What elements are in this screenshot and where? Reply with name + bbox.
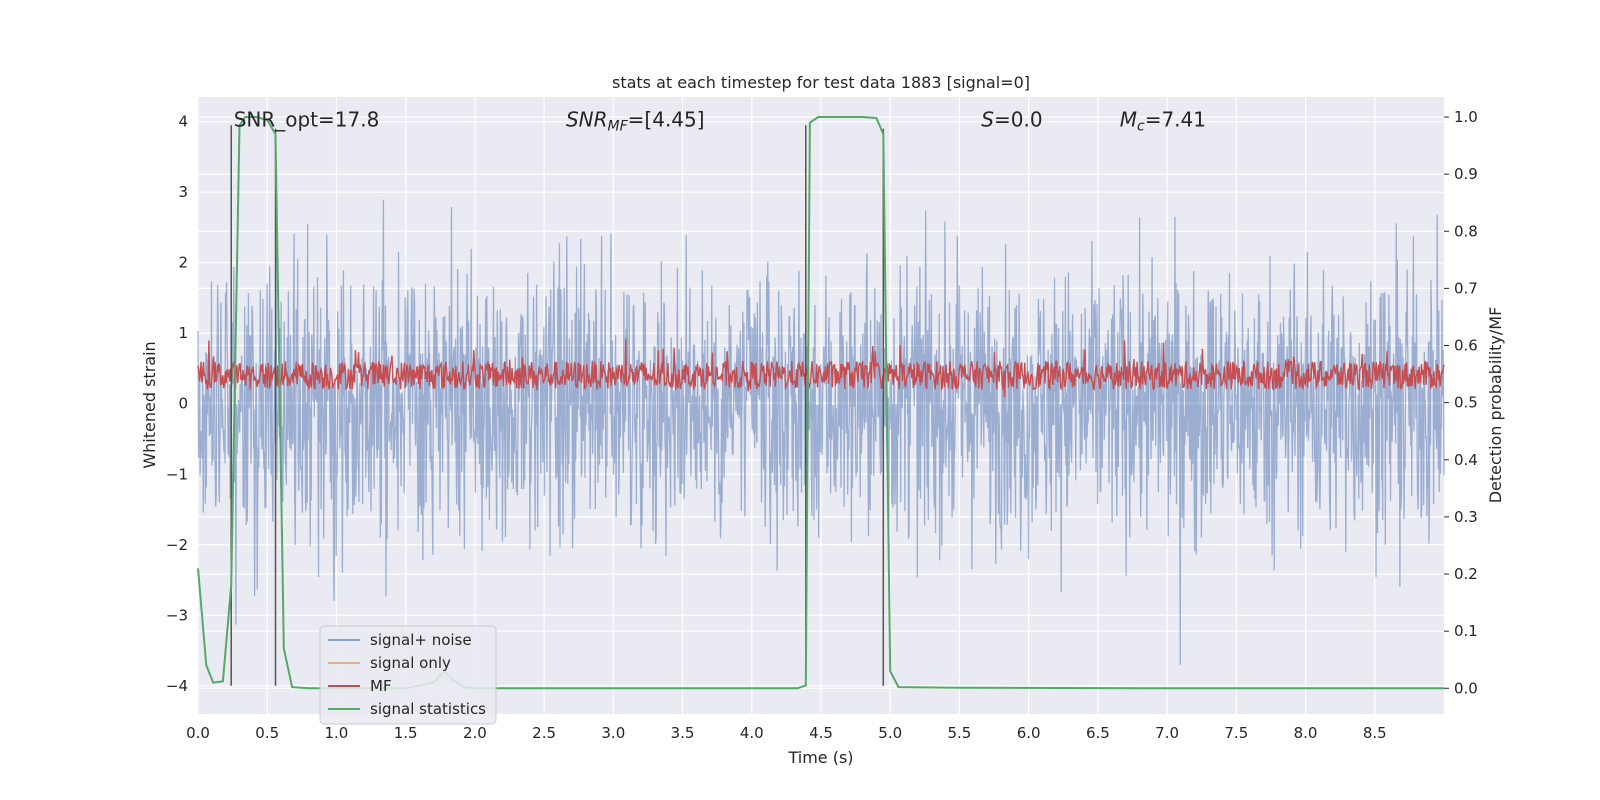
legend: signal+ noise signal only MF signal stat… xyxy=(319,625,497,725)
legend-label-mf: MF xyxy=(370,677,392,695)
legend-label-signal-noise: signal+ noise xyxy=(370,631,472,649)
x-tick-label: 6.5 xyxy=(1086,724,1110,742)
y-axis-label-left: Whitened strain xyxy=(140,341,159,468)
annotation-text: SNR_opt=17.8 xyxy=(234,108,380,132)
axis-ticks: 0.0 0.5 1.0 1.5 2.0 2.5 3.0 3.5 4.0 4.5 5.0 5.5 6.0 6… xyxy=(166,108,1478,742)
y-tick-label-left: 1 xyxy=(178,324,188,342)
y-tick-label-right: 0.5 xyxy=(1454,394,1478,412)
signal-noise-line xyxy=(197,199,1445,665)
x-tick-label: 5.0 xyxy=(878,724,902,742)
y-tick-label-right: 0.3 xyxy=(1454,508,1478,526)
x-tick-label: 4.5 xyxy=(809,724,833,742)
x-tick-label: 6.0 xyxy=(1017,724,1041,742)
y-tick-label-right: 0.6 xyxy=(1454,337,1478,355)
x-tick-label: 2.0 xyxy=(463,724,487,742)
y-tick-label-left: 2 xyxy=(178,254,188,272)
x-tick-label: 0.0 xyxy=(186,724,210,742)
chart-title: stats at each timestep for test data 188… xyxy=(612,73,1030,92)
y-tick-label-left: 3 xyxy=(178,183,188,201)
annotation-text: SNRMF=[4.45] xyxy=(566,108,705,135)
annotation-text: S=0.0 xyxy=(981,108,1042,132)
x-tick-label: 0.5 xyxy=(255,724,279,742)
annotation-text: Mc=7.41 xyxy=(1120,108,1206,135)
y-tick-label-left: −2 xyxy=(166,536,188,554)
x-tick-label: 7.5 xyxy=(1224,724,1248,742)
x-tick-label: 8.0 xyxy=(1294,724,1318,742)
x-tick-label: 3.0 xyxy=(601,724,625,742)
y-tick-label-right: 0.1 xyxy=(1454,622,1478,640)
mf-series xyxy=(197,338,1445,397)
x-tick-label: 7.0 xyxy=(1155,724,1179,742)
x-tick-label: 4.0 xyxy=(740,724,764,742)
y-tick-label-right: 0.8 xyxy=(1454,222,1478,240)
y-tick-label-right: 0.9 xyxy=(1454,165,1478,183)
y-tick-label-right: 0.4 xyxy=(1454,451,1478,469)
y-tick-label-left: −1 xyxy=(166,465,188,483)
y-axis-label-right: Detection probability/MF xyxy=(1486,307,1505,504)
mf-line xyxy=(197,338,1445,397)
annotations: SNR_opt=17.8 SNRMF=[4.45] S=0.0 Mc=7.41 xyxy=(234,108,1206,135)
y-tick-label-right: 0.2 xyxy=(1454,565,1478,583)
x-tick-label: 1.5 xyxy=(394,724,418,742)
x-axis-label: Time (s) xyxy=(787,748,853,767)
x-tick-label: 8.5 xyxy=(1363,724,1387,742)
legend-label-signal-statistics: signal statistics xyxy=(370,700,486,718)
y-tick-label-right: 0.0 xyxy=(1454,679,1478,697)
x-tick-label: 3.5 xyxy=(671,724,695,742)
x-tick-label: 1.0 xyxy=(325,724,349,742)
legend-box xyxy=(319,625,497,725)
x-tick-label: 2.5 xyxy=(532,724,556,742)
signal-noise-series xyxy=(197,199,1445,665)
y-tick-label-left: −4 xyxy=(166,677,188,695)
legend-label-signal-only: signal only xyxy=(370,654,451,672)
y-tick-label-left: 0 xyxy=(178,395,188,413)
x-tick-label: 5.5 xyxy=(948,724,972,742)
y-tick-label-right: 1.0 xyxy=(1454,108,1478,126)
y-tick-label-left: 4 xyxy=(178,113,188,131)
y-tick-label-right: 0.7 xyxy=(1454,279,1478,297)
y-tick-label-left: −3 xyxy=(166,606,188,624)
